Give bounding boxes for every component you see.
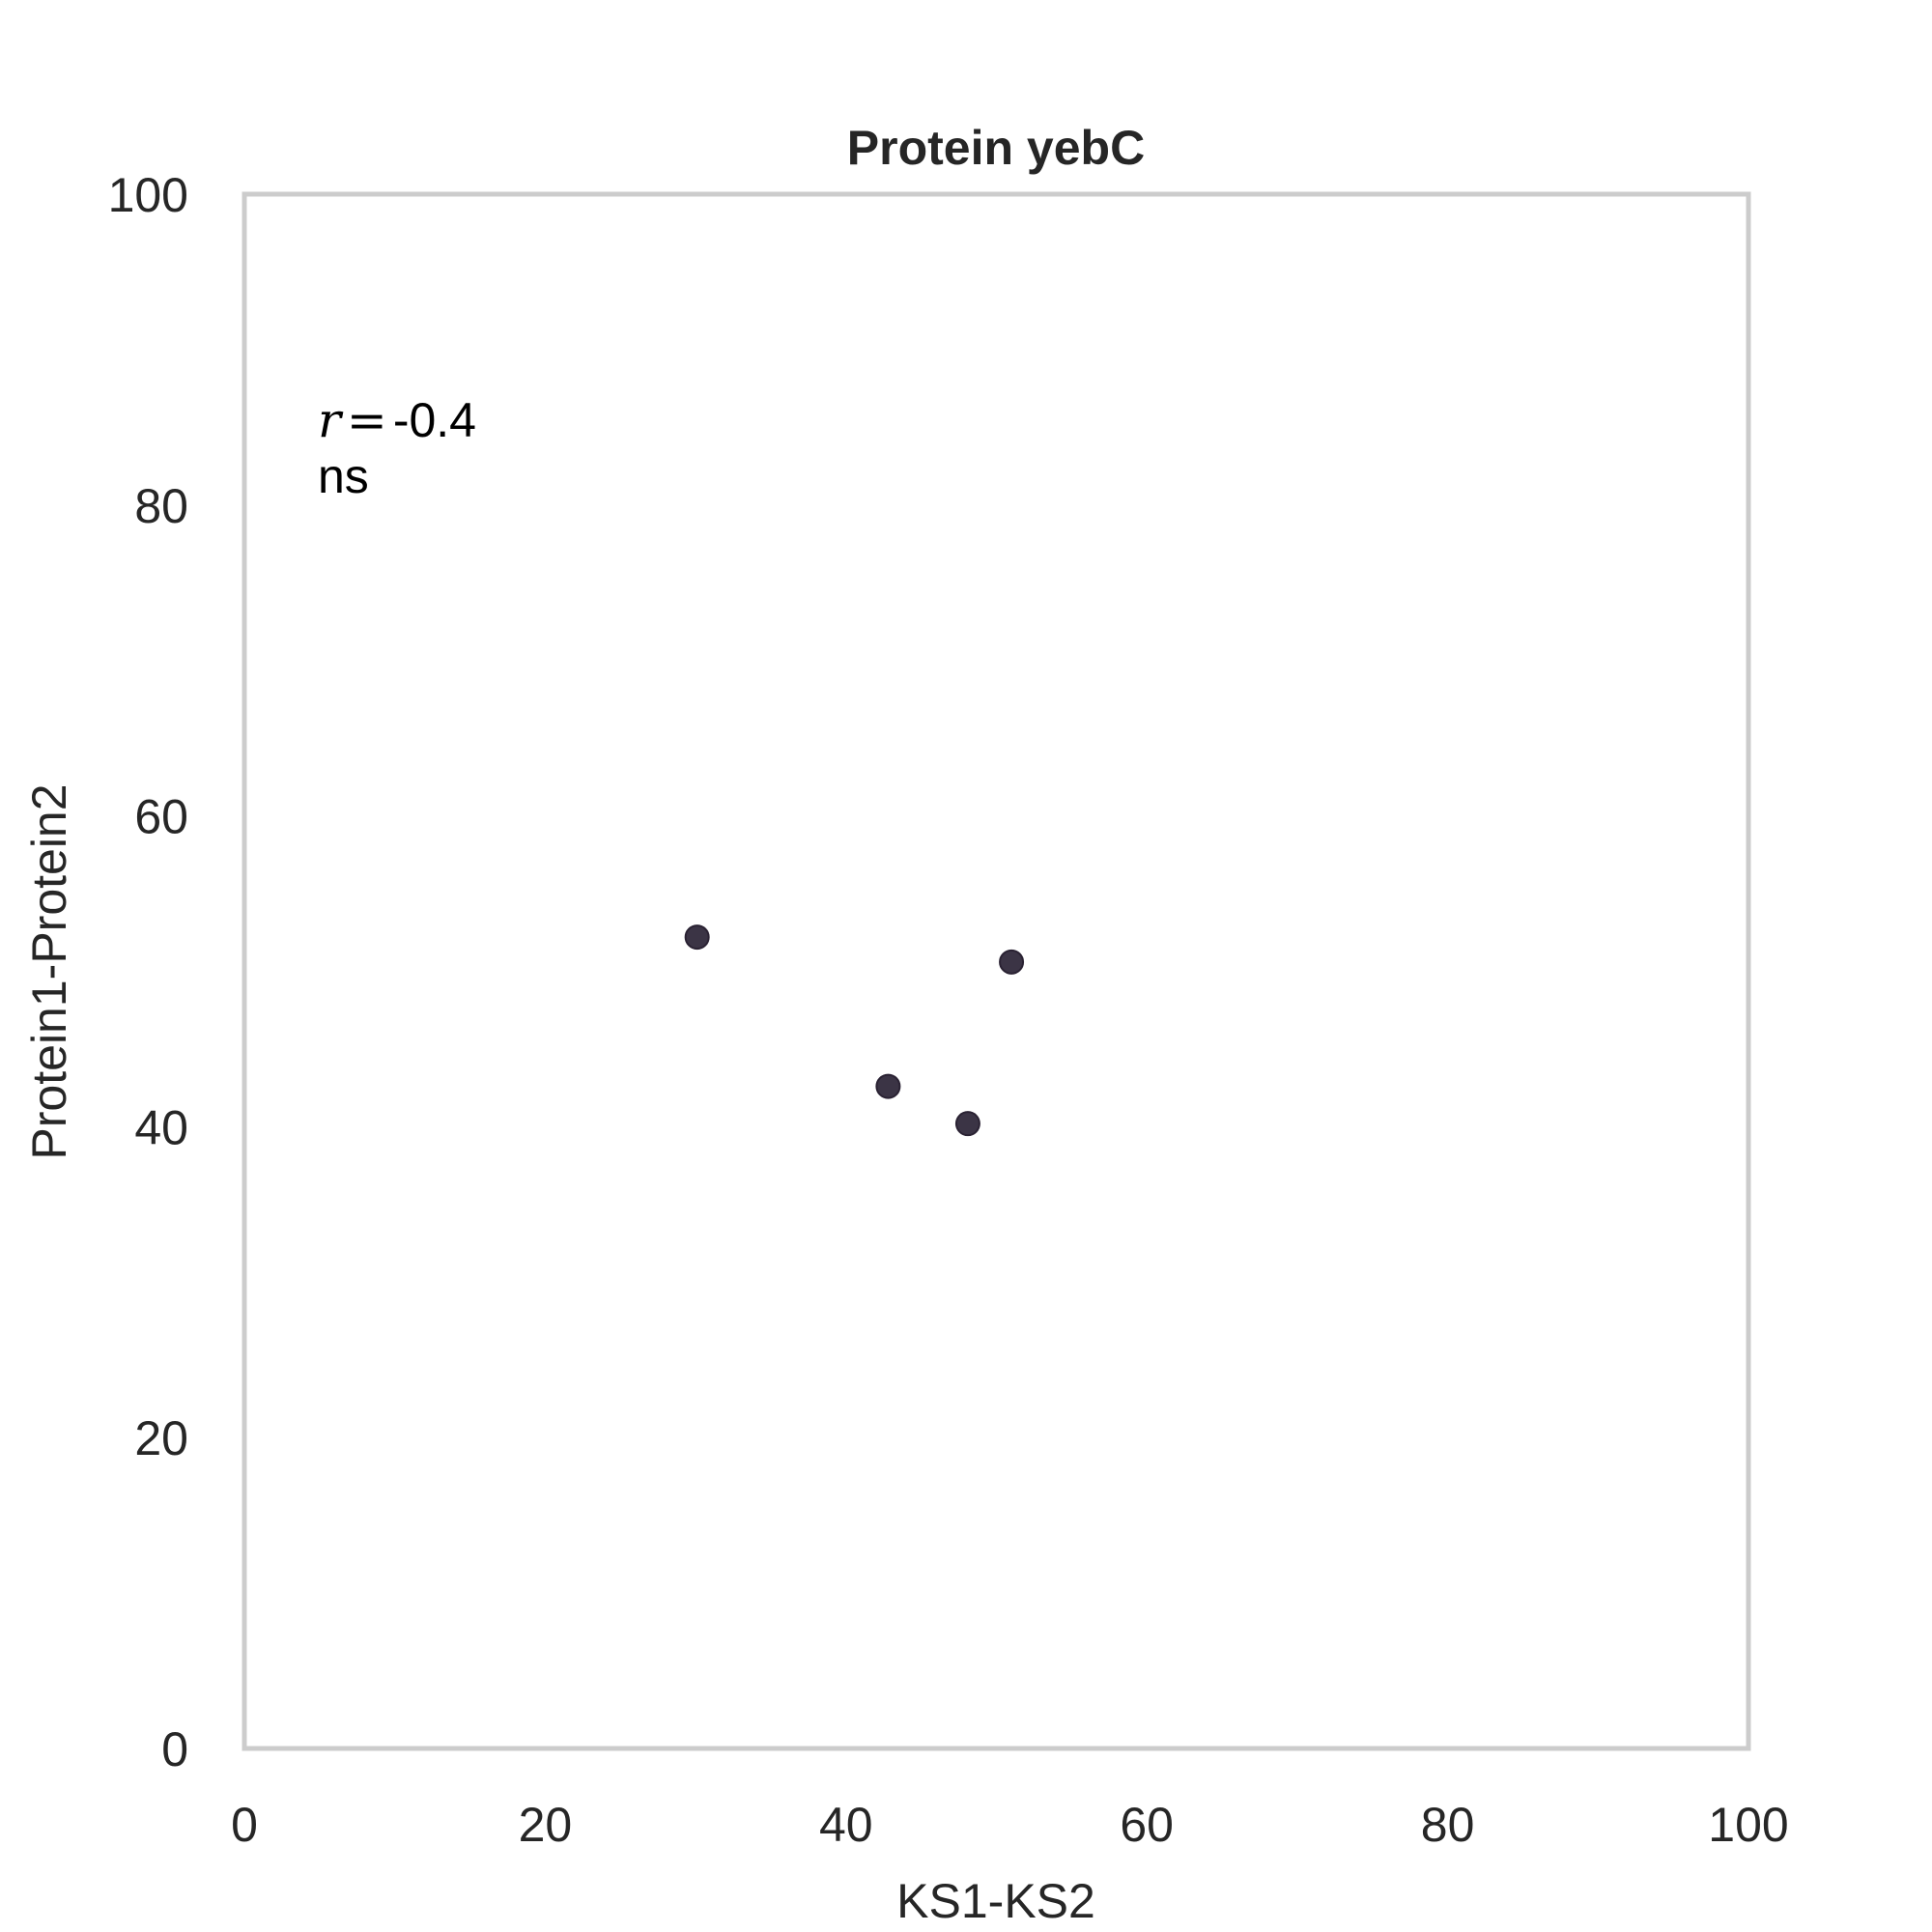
data-point	[684, 924, 710, 951]
x-tick-label: 20	[519, 1798, 573, 1852]
data-point	[875, 1073, 901, 1099]
x-tick-label: 80	[1421, 1798, 1475, 1852]
plot-frame	[242, 191, 1751, 1751]
y-tick-label: 40	[134, 1100, 188, 1154]
chart-title: Protein yebC	[847, 121, 1145, 175]
data-point	[999, 949, 1025, 975]
equals-sign: =	[347, 392, 387, 448]
r-value: -0.4	[393, 393, 476, 447]
x-tick-label: 0	[231, 1798, 258, 1852]
r-symbol: r	[318, 392, 344, 448]
y-axis-ticks: 0 20 40 60 80 100	[108, 168, 188, 1776]
correlation-annotation: r = -0.4	[318, 392, 476, 448]
y-tick-label: 100	[108, 168, 188, 222]
x-axis-label: KS1-KS2	[896, 1874, 1095, 1928]
x-tick-label: 40	[819, 1798, 873, 1852]
data-point	[954, 1111, 980, 1137]
y-tick-label: 60	[134, 790, 188, 844]
data-points	[684, 924, 1025, 1137]
x-tick-label: 100	[1708, 1798, 1788, 1852]
y-tick-label: 0	[161, 1722, 188, 1776]
x-axis-ticks: 0 20 40 60 80 100	[231, 1798, 1789, 1852]
x-tick-label: 60	[1120, 1798, 1174, 1852]
y-axis-label: Protein1-Protein2	[22, 783, 76, 1159]
y-tick-label: 20	[134, 1411, 188, 1465]
significance-annotation: ns	[318, 449, 369, 503]
y-tick-label: 80	[134, 479, 188, 533]
